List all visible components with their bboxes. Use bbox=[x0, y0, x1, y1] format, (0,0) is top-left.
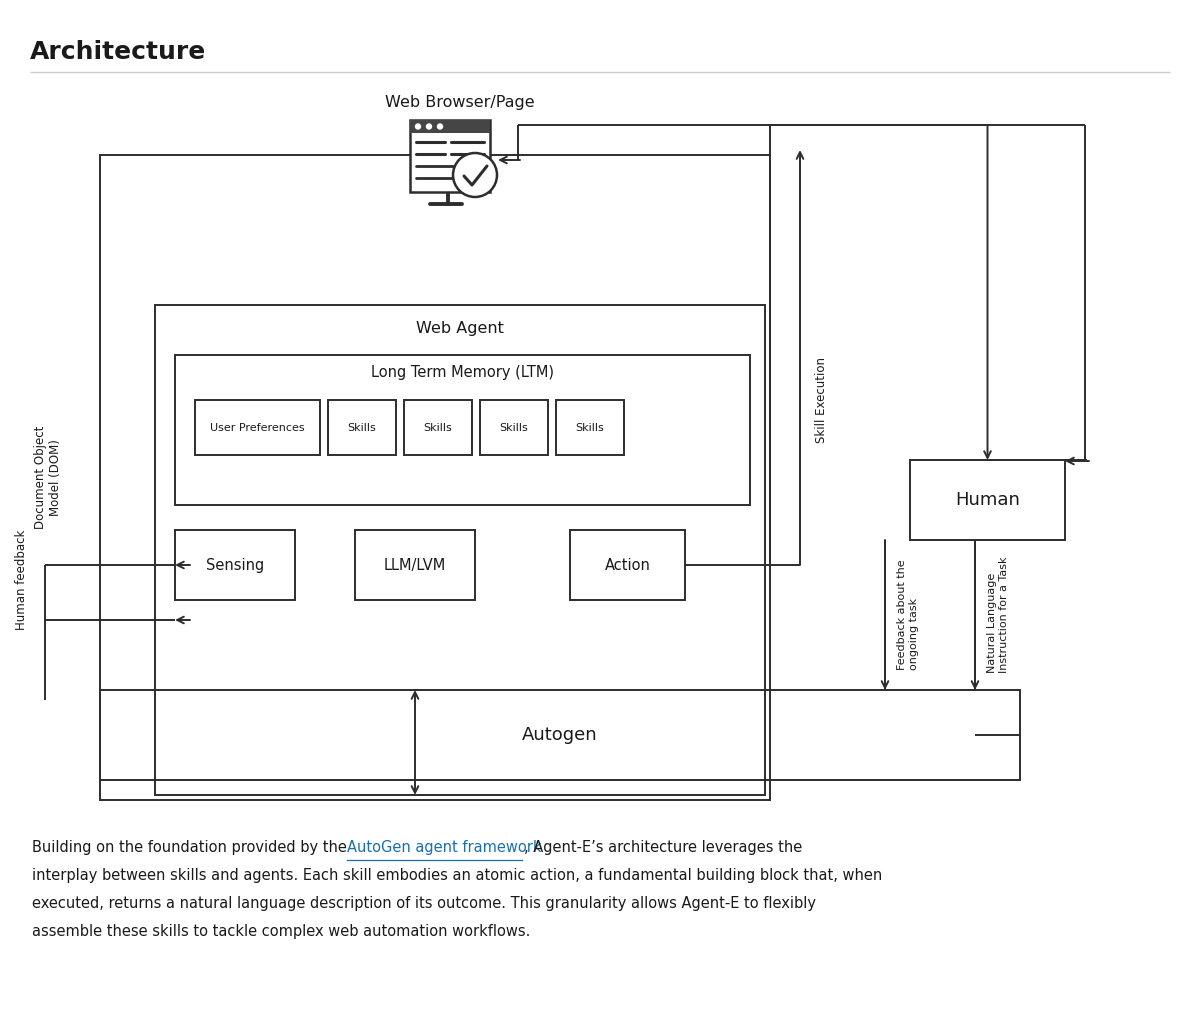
Bar bbox=[355, 530, 475, 600]
Text: Building on the foundation provided by the: Building on the foundation provided by t… bbox=[32, 840, 352, 855]
Text: Skills: Skills bbox=[576, 422, 605, 433]
Text: Web Browser/Page: Web Browser/Page bbox=[385, 95, 535, 110]
Text: Human: Human bbox=[955, 491, 1020, 509]
Text: Web Agent: Web Agent bbox=[416, 321, 504, 336]
Bar bbox=[410, 120, 490, 192]
Text: executed, returns a natural language description of its outcome. This granularit: executed, returns a natural language des… bbox=[32, 897, 816, 911]
Bar bbox=[328, 400, 396, 455]
Text: Long Term Memory (LTM): Long Term Memory (LTM) bbox=[371, 365, 554, 380]
Text: Document Object
Model (DOM): Document Object Model (DOM) bbox=[34, 425, 62, 529]
Bar bbox=[175, 530, 295, 600]
Text: Autogen: Autogen bbox=[522, 726, 598, 744]
Bar bbox=[404, 400, 472, 455]
Text: , Agent-E’s architecture leverages the: , Agent-E’s architecture leverages the bbox=[524, 840, 803, 855]
Text: Feedback about the
ongoing task: Feedback about the ongoing task bbox=[898, 560, 919, 671]
Bar bbox=[175, 355, 750, 505]
Text: Skills: Skills bbox=[348, 422, 377, 433]
Text: LLM/LVM: LLM/LVM bbox=[384, 557, 446, 572]
Circle shape bbox=[426, 124, 432, 129]
Text: Skills: Skills bbox=[424, 422, 452, 433]
Text: Skill Execution: Skill Execution bbox=[815, 358, 828, 443]
Text: Action: Action bbox=[605, 557, 650, 572]
Text: Skills: Skills bbox=[499, 422, 528, 433]
Text: interplay between skills and agents. Each skill embodies an atomic action, a fun: interplay between skills and agents. Eac… bbox=[32, 868, 882, 883]
Text: AutoGen agent framework: AutoGen agent framework bbox=[347, 840, 541, 855]
Text: User Preferences: User Preferences bbox=[210, 422, 305, 433]
Text: Architecture: Architecture bbox=[30, 40, 206, 64]
Circle shape bbox=[415, 124, 420, 129]
Text: assemble these skills to tackle complex web automation workflows.: assemble these skills to tackle complex … bbox=[32, 924, 530, 939]
Text: Sensing: Sensing bbox=[206, 557, 264, 572]
Bar bbox=[480, 400, 548, 455]
Bar bbox=[570, 530, 685, 600]
Bar bbox=[100, 690, 1020, 780]
Text: Human feedback: Human feedback bbox=[16, 530, 29, 630]
Bar bbox=[556, 400, 624, 455]
Circle shape bbox=[454, 153, 497, 197]
Bar bbox=[194, 400, 320, 455]
Bar bbox=[155, 305, 766, 795]
Bar bbox=[100, 155, 770, 800]
Bar bbox=[410, 120, 490, 133]
Text: Natural Language
Instruction for a Task: Natural Language Instruction for a Task bbox=[986, 557, 1008, 674]
Bar bbox=[910, 460, 1066, 540]
Circle shape bbox=[438, 124, 443, 129]
